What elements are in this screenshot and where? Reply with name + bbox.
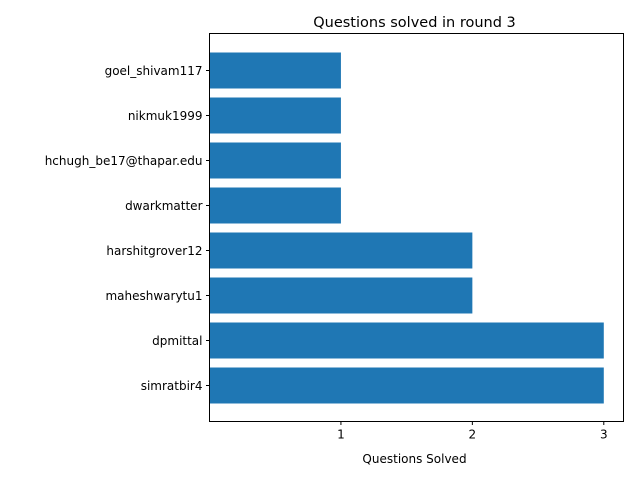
chart-title: Questions solved in round 3 — [313, 15, 516, 31]
bar-dwarkmatter — [209, 187, 341, 224]
y-tick-label-dwarkmatter: dwarkmatter — [125, 199, 203, 213]
x-axis-ticks: 1 2 3 — [337, 421, 608, 442]
bars-group — [209, 52, 604, 404]
y-tick-label-simratbir4: simratbir4 — [141, 379, 203, 393]
x-axis-label: Questions Solved — [362, 452, 466, 466]
x-tick-label-2: 2 — [469, 428, 477, 442]
plot-frame — [209, 33, 624, 422]
y-tick-label-harshitgrover12: harshitgrover12 — [106, 244, 202, 258]
bar-dpmittal — [209, 322, 604, 359]
bar-harshitgrover12 — [209, 232, 473, 269]
bar-goel-shivam117 — [209, 52, 341, 89]
bar-nikmuk1999 — [209, 97, 341, 134]
bar-maheshwarytu1 — [209, 277, 473, 314]
bar-hchugh-be17-thapar-edu — [209, 142, 341, 179]
y-tick-label-hchugh-be17-thapar-edu: hchugh_be17@thapar.edu — [45, 154, 203, 168]
x-tick-label-1: 1 — [337, 428, 345, 442]
y-tick-label-maheshwarytu1: maheshwarytu1 — [105, 289, 202, 303]
y-tick-label-goel-shivam117: goel_shivam117 — [105, 64, 203, 78]
x-tick-label-3: 3 — [600, 428, 608, 442]
bar-simratbir4 — [209, 367, 604, 404]
y-axis-ticks: simratbir4 dpmittal maheshwarytu1 harshitgr… — [45, 64, 210, 393]
y-tick-label-nikmuk1999: nikmuk1999 — [128, 109, 203, 123]
y-tick-label-dpmittal: dpmittal — [152, 334, 202, 348]
